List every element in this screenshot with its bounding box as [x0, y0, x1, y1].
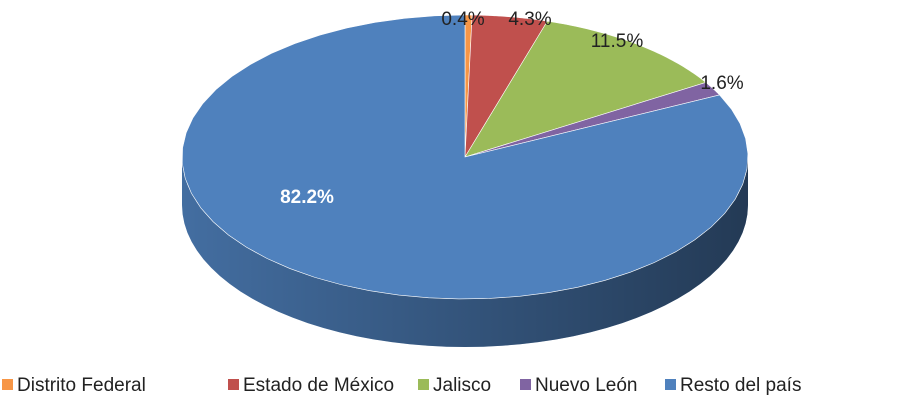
slice [464, 14, 548, 158]
legend-label: Estado de México [243, 375, 394, 396]
legend-swatch [665, 379, 676, 390]
legend-label: Distrito Federal [17, 375, 146, 396]
legend-swatch [418, 379, 429, 390]
data-label: 0.4% [441, 9, 484, 30]
legend-label: Jalisco [433, 375, 491, 396]
data-label: 1.6% [700, 73, 743, 94]
legend-swatch [228, 379, 239, 390]
legend-label: Nuevo León [535, 375, 637, 396]
slice [181, 14, 749, 300]
slice-side-shade [182, 157, 748, 347]
legend-label: Resto del país [680, 375, 801, 396]
data-label: 82.2% [280, 187, 334, 208]
slice [464, 20, 707, 158]
legend-swatch [2, 379, 13, 390]
data-label: 4.3% [508, 9, 551, 30]
legend-swatch [520, 379, 531, 390]
slice [464, 82, 721, 158]
data-label: 11.5% [591, 31, 644, 52]
